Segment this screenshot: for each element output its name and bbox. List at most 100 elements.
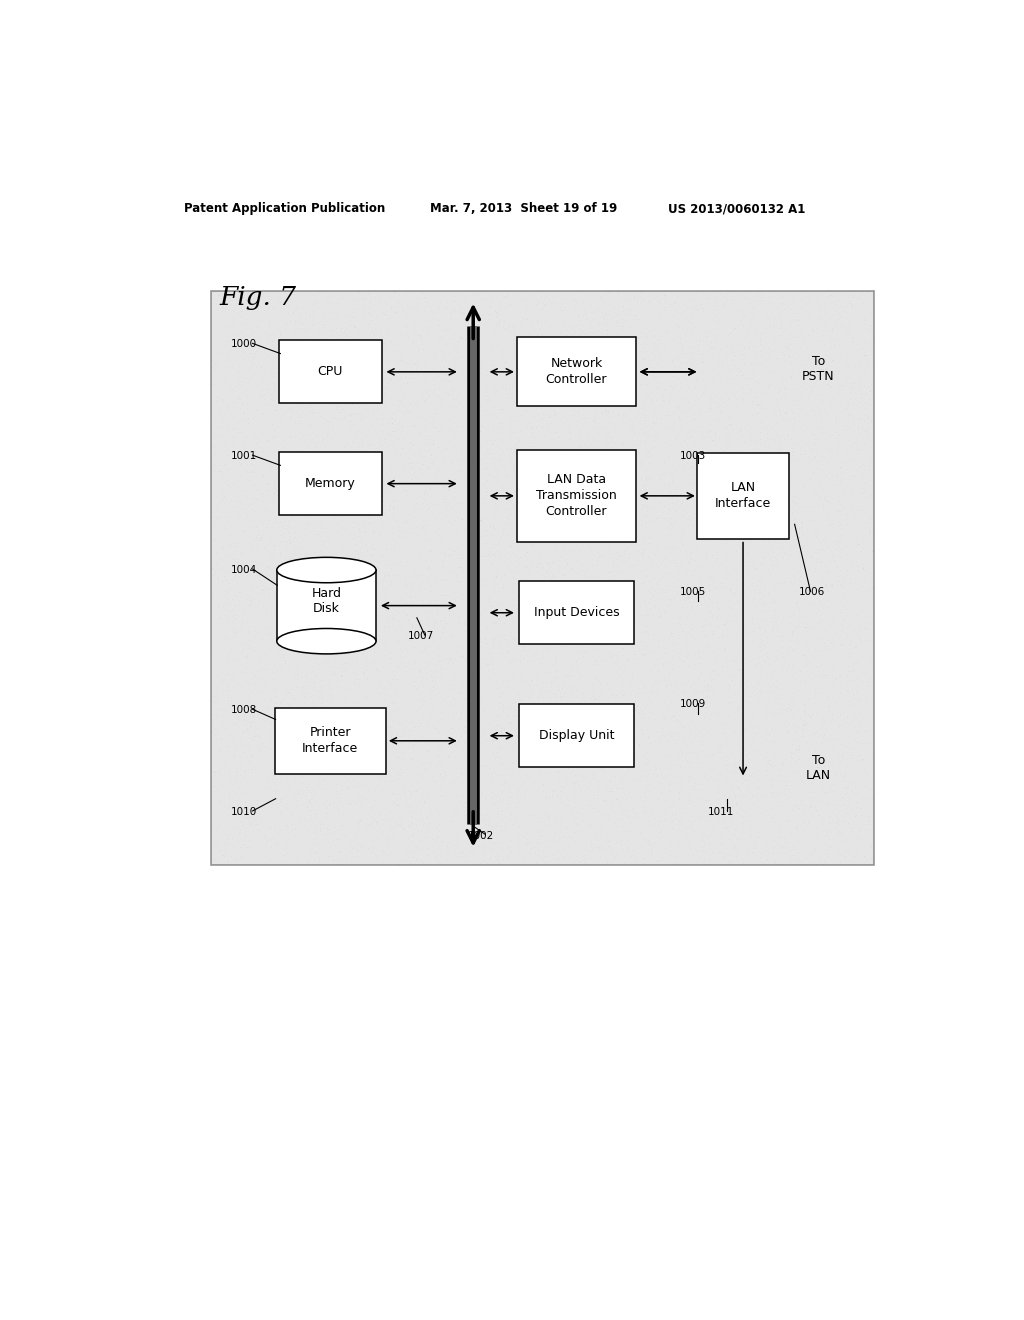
Point [255, 300, 271, 321]
Point [434, 477, 451, 498]
Point [755, 529, 771, 550]
Point [384, 553, 400, 574]
Point [723, 556, 739, 577]
Point [792, 560, 808, 581]
Point [849, 523, 865, 544]
Point [218, 329, 234, 350]
Point [377, 758, 393, 779]
Point [543, 510, 559, 531]
Point [383, 820, 399, 841]
Point [305, 710, 322, 731]
Point [632, 595, 648, 616]
Point [624, 434, 640, 455]
Point [752, 440, 768, 461]
Point [472, 655, 488, 676]
Point [378, 830, 394, 851]
Point [471, 546, 487, 568]
Point [778, 639, 795, 660]
Point [319, 648, 336, 669]
Point [280, 511, 296, 532]
Point [441, 812, 458, 833]
Point [262, 490, 279, 511]
Point [471, 605, 487, 626]
Point [312, 669, 329, 690]
Point [856, 792, 872, 813]
Point [571, 569, 588, 590]
Point [629, 785, 645, 807]
Point [204, 383, 220, 404]
Point [863, 436, 880, 457]
Point [685, 430, 701, 451]
Point [504, 752, 520, 774]
Point [436, 616, 453, 638]
Point [606, 620, 623, 642]
Point [386, 301, 402, 322]
Point [317, 653, 334, 675]
Point [549, 784, 565, 805]
Point [860, 297, 877, 318]
Point [657, 643, 674, 664]
Point [792, 527, 808, 548]
Point [356, 657, 373, 678]
Point [376, 503, 392, 524]
Point [659, 660, 676, 681]
Point [511, 768, 527, 789]
Point [689, 747, 706, 768]
Point [790, 622, 806, 643]
Point [776, 413, 793, 434]
Point [354, 715, 371, 737]
Point [324, 479, 340, 500]
Point [478, 842, 495, 863]
Point [421, 601, 437, 622]
Point [554, 352, 570, 374]
Point [583, 597, 599, 618]
Point [472, 286, 488, 308]
Point [529, 281, 546, 302]
Point [644, 834, 660, 855]
Point [556, 401, 572, 422]
Point [432, 363, 449, 384]
Point [494, 820, 510, 841]
Point [803, 321, 819, 342]
Point [384, 676, 400, 697]
Point [567, 622, 584, 643]
Point [603, 729, 620, 750]
Point [606, 652, 623, 673]
Point [732, 573, 749, 594]
Point [567, 595, 584, 616]
Point [289, 659, 305, 680]
Point [500, 671, 516, 692]
Point [855, 459, 871, 480]
Point [456, 614, 472, 635]
Point [224, 554, 241, 576]
Point [664, 624, 680, 645]
Point [732, 708, 749, 729]
Point [374, 294, 390, 315]
Point [230, 385, 247, 407]
Point [721, 483, 737, 504]
Point [818, 490, 835, 511]
Point [517, 784, 534, 805]
Point [562, 445, 579, 466]
Point [205, 710, 221, 731]
Point [781, 696, 798, 717]
Point [313, 517, 330, 539]
Point [636, 475, 652, 496]
Point [386, 531, 402, 552]
Point [785, 653, 802, 675]
Point [746, 397, 763, 418]
Point [367, 440, 383, 461]
Point [620, 326, 636, 347]
Point [226, 620, 243, 642]
Point [702, 461, 719, 482]
Point [590, 638, 606, 659]
Point [571, 348, 588, 370]
Point [421, 590, 437, 611]
Point [334, 429, 350, 450]
Point [669, 319, 685, 341]
Point [818, 635, 835, 656]
Point [236, 766, 252, 787]
Point [850, 711, 866, 733]
Point [767, 486, 783, 507]
Point [331, 849, 347, 870]
